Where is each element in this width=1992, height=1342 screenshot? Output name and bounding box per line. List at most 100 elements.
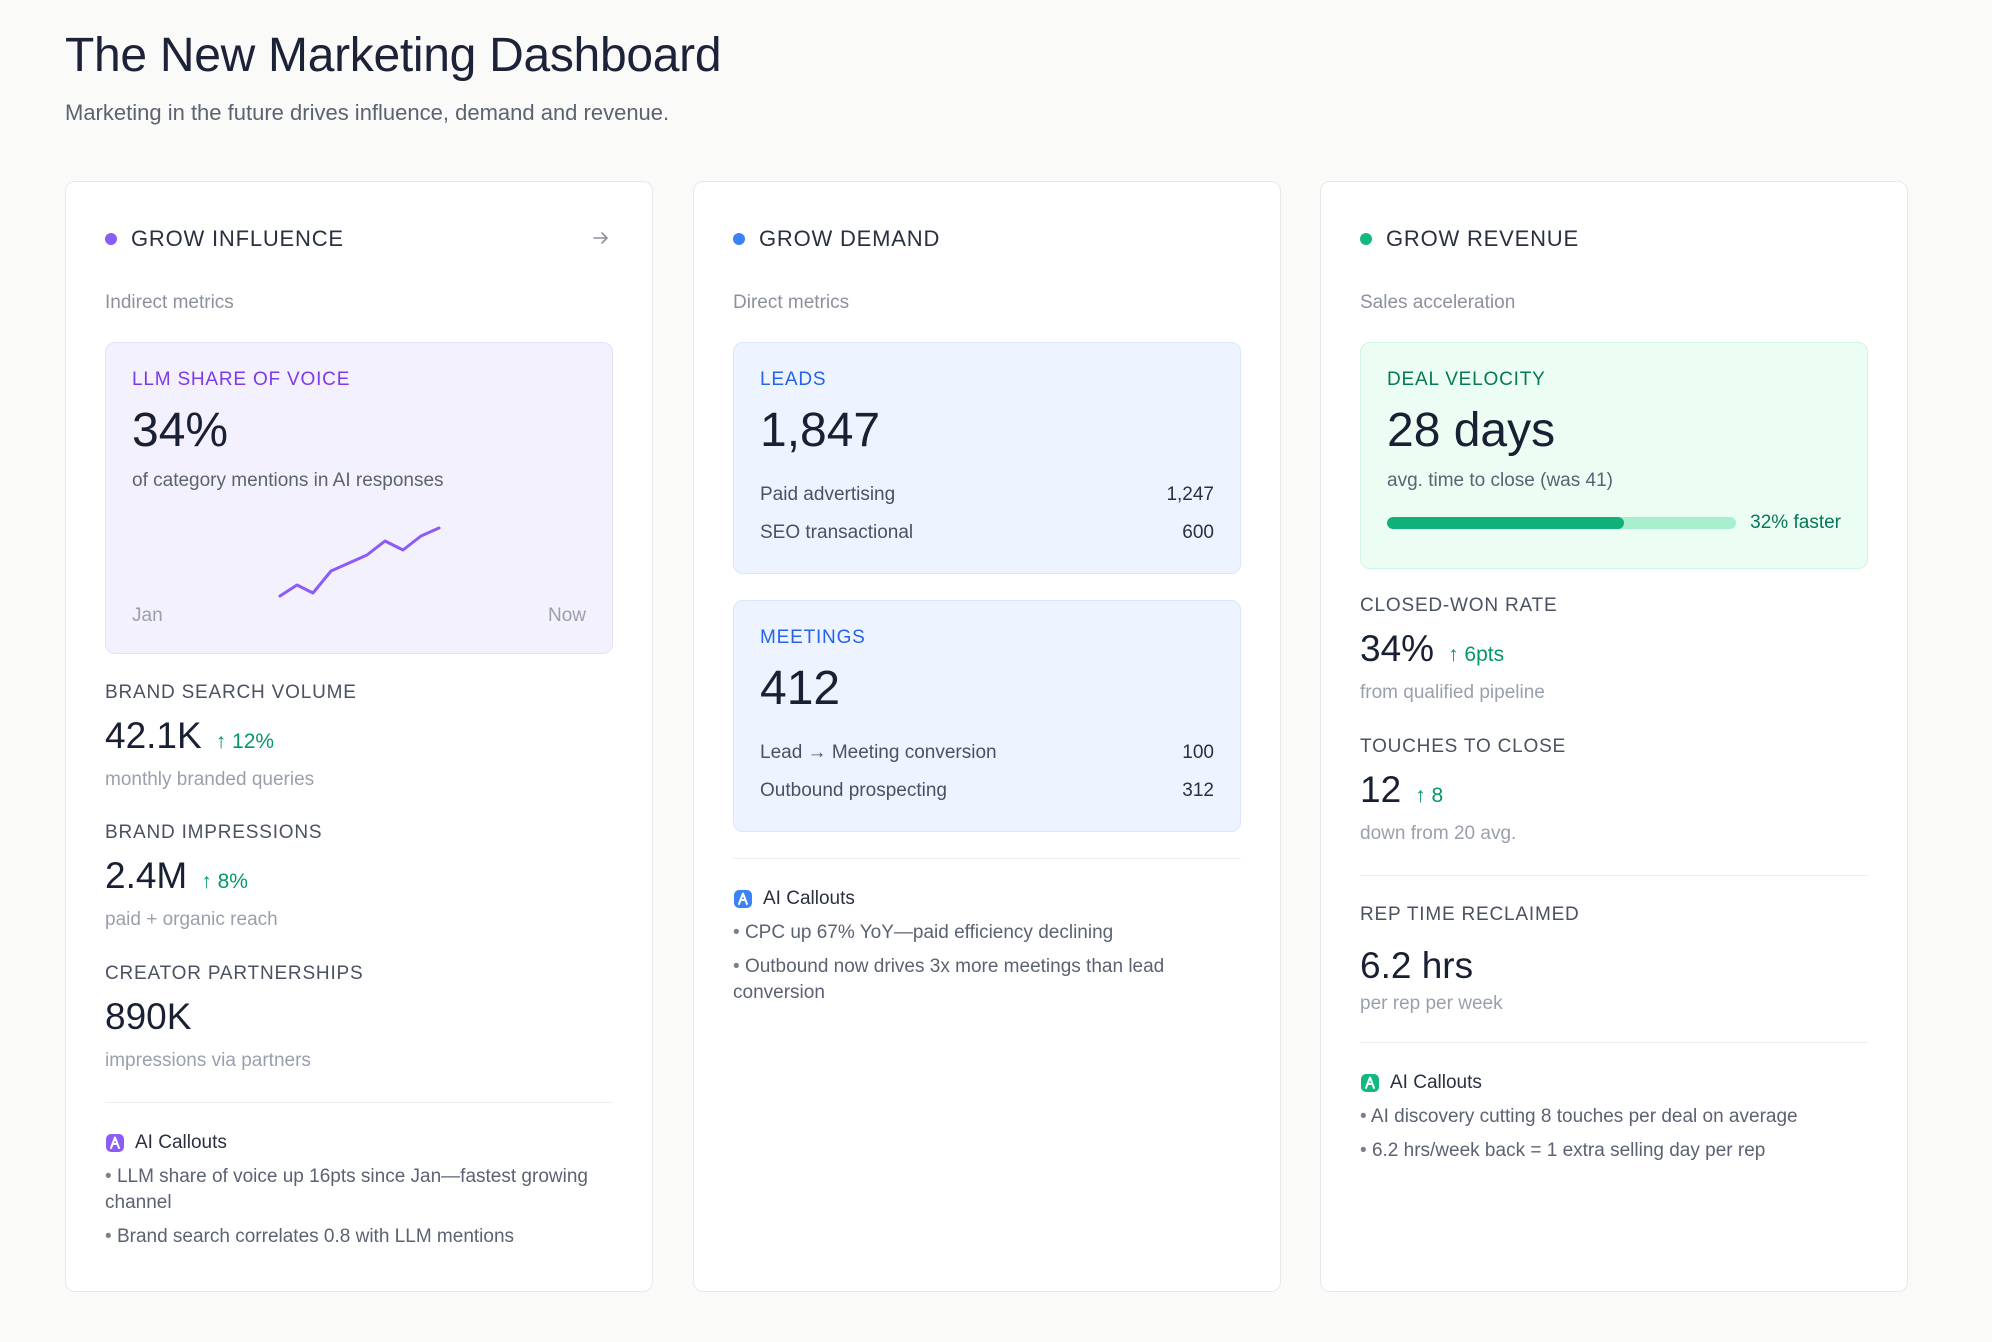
revenue-ai-callouts: AI Callouts AI discovery cutting 8 touch… <box>1360 1072 1868 1164</box>
divider <box>733 858 1241 859</box>
creator-partnerships-metric: CREATOR PARTNERSHIPS 890K impressions vi… <box>105 963 613 1072</box>
sparkline-chart <box>278 526 441 598</box>
metric-label: REP TIME RECLAIMED <box>1360 904 1580 925</box>
hero-description: avg. time to close (was 41) <box>1387 469 1613 491</box>
meetings-breakdown: Lead → Meeting conversion 100 Outbound p… <box>760 734 1214 810</box>
hero-value: 1,847 <box>760 404 881 457</box>
metric-label: BRAND SEARCH VOLUME <box>105 682 357 703</box>
callout-item: CPC up 67% YoY—paid efficiency declining <box>733 920 1241 946</box>
metric-delta: ↑ 8 <box>1415 784 1444 807</box>
breakdown-row: SEO transactional 600 <box>760 514 1214 552</box>
breakdown-name: SEO transactional <box>760 521 914 543</box>
callout-item: AI discovery cutting 8 touches per deal … <box>1360 1104 1868 1130</box>
meetings-card: MEETINGS 412 Lead → Meeting conversion 1… <box>733 600 1241 832</box>
metric-delta: ↑ 12% <box>215 730 275 753</box>
metric-label: CREATOR PARTNERSHIPS <box>105 963 364 984</box>
demand-subheading: Direct metrics <box>733 292 850 313</box>
breakdown-value: 100 <box>1182 741 1214 763</box>
metric-value: 890K <box>105 996 192 1037</box>
brand-impressions-metric: BRAND IMPRESSIONS 2.4M ↑ 8% paid + organ… <box>105 822 613 931</box>
callout-list: CPC up 67% YoY—paid efficiency declining… <box>733 920 1241 1006</box>
brand-search-volume-metric: BRAND SEARCH VOLUME 42.1K ↑ 12% monthly … <box>105 682 613 791</box>
progress-track <box>1387 516 1737 529</box>
metric-label: CLOSED-WON RATE <box>1360 595 1558 616</box>
hero-label: LEADS <box>760 369 827 390</box>
callout-list: AI discovery cutting 8 touches per deal … <box>1360 1104 1868 1164</box>
demand-card: GROW DEMAND Direct metrics LEADS 1,847 P… <box>693 181 1281 1292</box>
breakdown-value: 312 <box>1182 779 1214 801</box>
influence-heading: GROW INFLUENCE <box>131 226 344 251</box>
breakdown-name: Outbound prospecting <box>760 779 947 801</box>
revenue-header: GROW REVENUE <box>1360 224 1868 254</box>
callout-item: Outbound now drives 3x more meetings tha… <box>733 954 1241 1006</box>
revenue-card: GROW REVENUE Sales acceleration DEAL VEL… <box>1320 181 1908 1292</box>
hero-value: 34% <box>132 404 229 457</box>
influence-card: GROW INFLUENCE Indirect metrics LLM SHAR… <box>65 181 653 1292</box>
metric-description: from qualified pipeline <box>1360 681 1545 703</box>
hero-value: 28 days <box>1387 404 1556 457</box>
closed-won-rate-metric: CLOSED-WON RATE 34% ↑ 6pts from qualifie… <box>1360 595 1868 704</box>
deal-velocity-card: DEAL VELOCITY 28 days avg. time to close… <box>1360 342 1868 569</box>
sparkline-line <box>278 526 441 598</box>
divider <box>1360 1042 1868 1043</box>
sparkline-start-label: Jan <box>132 605 163 626</box>
influence-header: GROW INFLUENCE <box>105 224 613 254</box>
deal-velocity-progress: 32% faster <box>1387 512 1841 534</box>
ai-logo-icon <box>1361 1074 1379 1092</box>
demand-dot-icon <box>733 233 745 245</box>
metric-description: down from 20 avg. <box>1360 822 1517 844</box>
dashboard-page: The New Marketing Dashboard Marketing in… <box>65 0 1910 1342</box>
sparkline-end-label: Now <box>547 605 586 626</box>
hero-label: MEETINGS <box>760 627 866 648</box>
metric-delta: ↑ 6pts <box>1448 643 1505 666</box>
metric-label: BRAND IMPRESSIONS <box>105 822 323 843</box>
divider <box>105 1102 613 1103</box>
breakdown-row: Lead → Meeting conversion 100 <box>760 734 1214 772</box>
page-subtitle: Marketing in the future drives influence… <box>65 100 670 125</box>
arrow-right-icon[interactable] <box>589 228 613 251</box>
callout-item: Brand search correlates 0.8 with LLM men… <box>105 1224 613 1250</box>
leads-breakdown: Paid advertising 1,247 SEO transactional… <box>760 476 1214 552</box>
metric-description: monthly branded queries <box>105 768 315 790</box>
breakdown-value: 1,247 <box>1166 483 1214 505</box>
breakdown-value: 600 <box>1182 521 1214 543</box>
metric-value: 2.4M <box>105 855 188 896</box>
callouts-title: AI Callouts <box>135 1132 227 1153</box>
metric-value: 42.1K <box>105 715 202 756</box>
ai-logo-icon <box>734 890 752 908</box>
callout-item: 6.2 hrs/week back = 1 extra selling day … <box>1360 1138 1868 1164</box>
breakdown-name: Paid advertising <box>760 483 896 505</box>
influence-subheading: Indirect metrics <box>105 292 234 313</box>
metric-description: impressions via partners <box>105 1049 311 1071</box>
hero-label: DEAL VELOCITY <box>1387 369 1546 390</box>
hero-description: of category mentions in AI responses <box>132 469 444 491</box>
hero-value: 412 <box>760 662 841 715</box>
breakdown-name: Lead → Meeting conversion <box>760 741 997 763</box>
breakdown-row: Paid advertising 1,247 <box>760 476 1214 514</box>
metric-value: 34% <box>1360 628 1435 669</box>
progress-fill <box>1387 516 1625 529</box>
callout-list: LLM share of voice up 16pts since Jan—fa… <box>105 1164 613 1250</box>
callout-item: LLM share of voice up 16pts since Jan—fa… <box>105 1164 613 1216</box>
page-title: The New Marketing Dashboard <box>65 29 722 82</box>
metric-value: 12 <box>1360 769 1402 810</box>
demand-header: GROW DEMAND <box>733 224 1241 254</box>
leads-card: LEADS 1,847 Paid advertising 1,247 SEO t… <box>733 342 1241 574</box>
metric-delta: ↑ 8% <box>201 870 248 893</box>
llm-share-of-voice-card: LLM SHARE OF VOICE 34% of category menti… <box>105 342 613 654</box>
metric-description: paid + organic reach <box>105 908 278 930</box>
breakdown-row: Outbound prospecting 312 <box>760 772 1214 810</box>
metric-label: TOUCHES TO CLOSE <box>1360 736 1567 757</box>
ai-logo-icon <box>106 1134 124 1152</box>
demand-ai-callouts: AI Callouts CPC up 67% YoY—paid efficien… <box>733 888 1241 1006</box>
metric-value: 6.2 hrs <box>1360 945 1474 986</box>
rep-time-reclaimed-metric: REP TIME RECLAIMED 6.2 hrs per rep per w… <box>1360 904 1868 1015</box>
revenue-subheading: Sales acceleration <box>1360 292 1516 313</box>
hero-label: LLM SHARE OF VOICE <box>132 369 351 390</box>
metric-description: per rep per week <box>1360 992 1503 1014</box>
demand-heading: GROW DEMAND <box>759 226 941 251</box>
revenue-dot-icon <box>1360 233 1372 245</box>
divider <box>1360 875 1868 876</box>
progress-label: 32% faster <box>1750 511 1841 533</box>
influence-dot-icon <box>105 233 117 245</box>
